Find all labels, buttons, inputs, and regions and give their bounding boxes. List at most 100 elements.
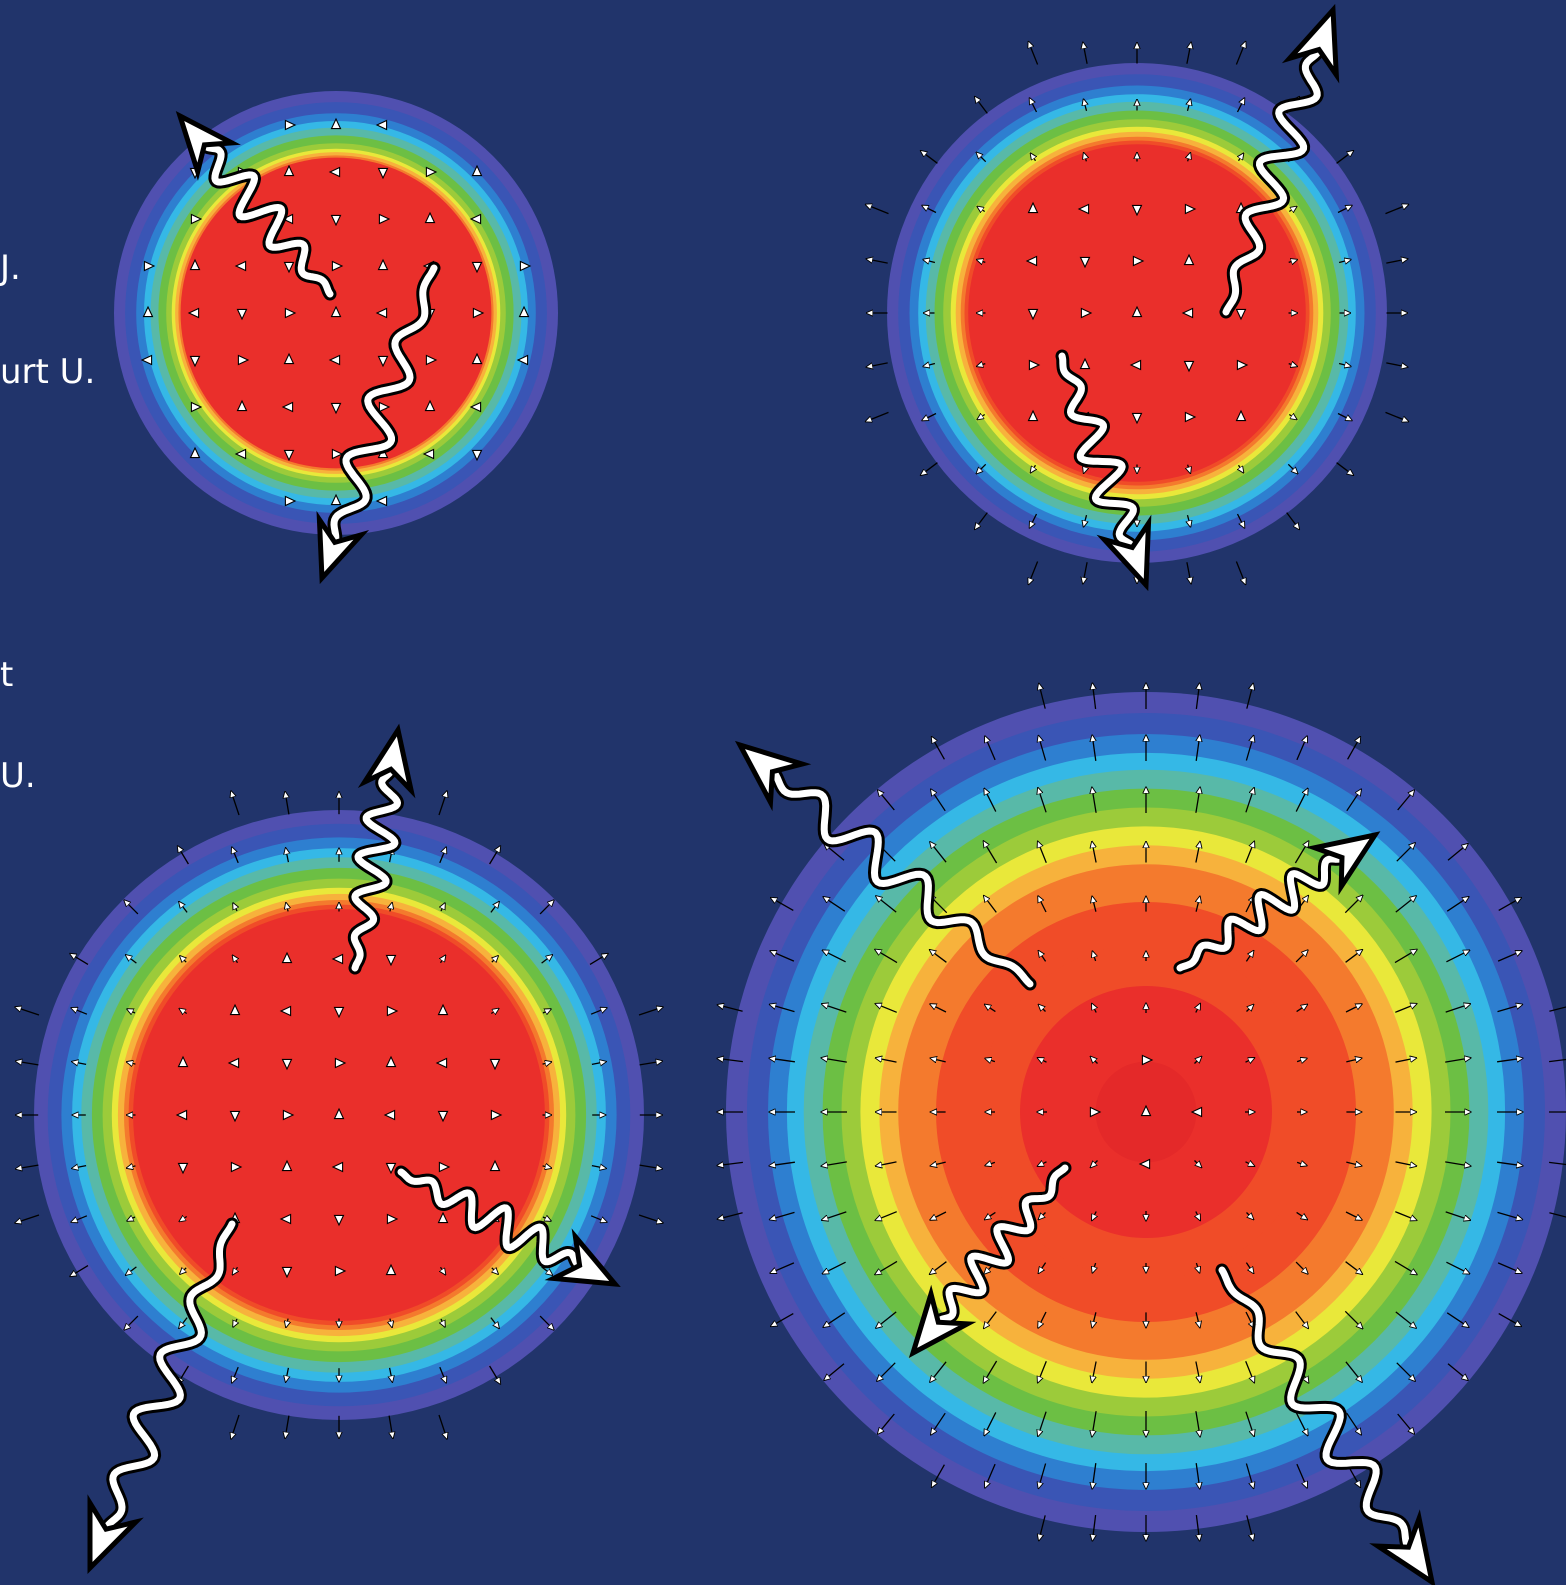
velocity-arrow <box>771 898 794 911</box>
velocity-arrow <box>1396 1362 1415 1381</box>
velocity-arrow <box>717 1212 743 1219</box>
velocity-marker <box>424 211 436 224</box>
velocity-arrow <box>977 415 986 420</box>
velocity-arrow <box>542 1217 551 1221</box>
velocity-marker <box>519 260 532 272</box>
velocity-arrow <box>1038 1411 1047 1437</box>
velocity-arrow <box>1345 1211 1362 1220</box>
velocity-arrow <box>441 1318 445 1327</box>
velocity-arrow <box>824 1363 845 1381</box>
velocity-arrow <box>1446 950 1469 963</box>
velocity-arrow <box>1346 1412 1361 1435</box>
photon-arrow <box>1055 349 1152 592</box>
velocity-arrow <box>638 1007 663 1016</box>
velocity-marker <box>334 1057 347 1069</box>
velocity-arrow <box>231 791 240 816</box>
velocity-arrow <box>178 846 189 865</box>
velocity-marker <box>281 1159 293 1172</box>
velocity-arrow <box>233 1318 237 1327</box>
velocity-arrow <box>1195 1411 1200 1437</box>
velocity-arrow <box>875 949 898 964</box>
velocity-marker <box>1131 204 1143 217</box>
velocity-marker <box>1141 1054 1154 1066</box>
velocity-arrow <box>1188 514 1191 527</box>
velocity-arrow <box>232 1366 239 1383</box>
velocity-arrow <box>1498 1313 1522 1327</box>
photon-arrow <box>347 723 416 975</box>
velocity-arrow <box>1031 464 1036 472</box>
velocity-marker <box>469 213 482 225</box>
velocity-marker <box>190 401 203 413</box>
velocity-arrow <box>127 1009 136 1013</box>
velocity-arrow <box>1295 788 1308 812</box>
velocity-arrow <box>1188 464 1191 474</box>
velocity-arrow <box>285 1415 289 1439</box>
velocity-arrow <box>1084 153 1087 162</box>
velocity-arrow <box>770 951 795 962</box>
velocity-marker <box>1027 409 1039 422</box>
velocity-arrow <box>1296 736 1307 761</box>
velocity-arrow <box>1445 1004 1471 1013</box>
velocity-arrow <box>822 1004 847 1013</box>
velocity-arrow <box>1497 1058 1523 1062</box>
velocity-marker <box>281 213 294 225</box>
velocity-arrow <box>1186 562 1191 583</box>
velocity-arrow <box>1196 1211 1200 1221</box>
velocity-arrow <box>1092 1361 1097 1383</box>
velocity-marker <box>190 213 203 225</box>
velocity-arrow <box>16 1061 39 1065</box>
velocity-marker <box>1025 255 1038 267</box>
velocity-marker <box>189 355 201 368</box>
velocity-marker <box>378 401 391 413</box>
velocity-arrow <box>1497 951 1522 962</box>
velocity-marker <box>386 1213 399 1225</box>
velocity-arrow <box>1038 1262 1047 1274</box>
velocity-arrow <box>286 903 288 912</box>
velocity-marker <box>175 1109 188 1121</box>
velocity-arrow <box>71 1215 88 1222</box>
velocity-arrow <box>1195 842 1200 863</box>
velocity-arrow <box>1337 206 1352 214</box>
velocity-arrow <box>1092 1004 1096 1013</box>
velocity-marker <box>283 164 295 177</box>
velocity-arrow <box>1286 512 1300 530</box>
velocity-marker <box>331 953 344 965</box>
velocity-arrow <box>1028 42 1039 65</box>
velocity-arrow <box>438 1414 447 1439</box>
velocity-arrow <box>126 955 137 964</box>
velocity-arrow <box>1296 1211 1308 1219</box>
velocity-arrow <box>1245 841 1255 863</box>
velocity-arrow <box>877 1362 896 1381</box>
velocity-marker <box>331 1161 344 1173</box>
velocity-arrow <box>179 1317 188 1329</box>
velocity-arrow <box>1083 562 1088 583</box>
velocity-marker <box>377 355 389 368</box>
velocity-arrow <box>1038 951 1047 962</box>
velocity-arrow <box>823 897 846 912</box>
velocity-marker <box>1027 308 1039 321</box>
velocity-marker <box>281 1058 293 1071</box>
velocity-arrow <box>1245 951 1253 962</box>
velocity-marker <box>438 1161 451 1173</box>
velocity-arrow <box>1039 683 1046 709</box>
velocity-marker <box>385 1263 397 1276</box>
velocity-arrow <box>1038 736 1047 761</box>
velocity-arrow <box>1397 790 1415 811</box>
velocity-arrow <box>1394 949 1417 964</box>
velocity-arrow <box>976 463 987 473</box>
velocity-arrow <box>1196 1004 1200 1013</box>
velocity-arrow <box>233 955 238 964</box>
photon-arrow <box>175 111 337 301</box>
velocity-marker <box>284 495 297 507</box>
velocity-arrow <box>1245 1411 1254 1437</box>
velocity-arrow <box>770 1211 795 1219</box>
velocity-arrow <box>1338 260 1351 263</box>
velocity-marker <box>177 1055 189 1068</box>
velocity-arrow <box>1031 153 1036 162</box>
velocity-arrow <box>769 1162 795 1166</box>
velocity-arrow <box>822 1211 847 1220</box>
velocity-arrow <box>717 1058 743 1061</box>
photon-arrowhead <box>1305 831 1381 896</box>
velocity-arrow <box>1246 1005 1254 1012</box>
